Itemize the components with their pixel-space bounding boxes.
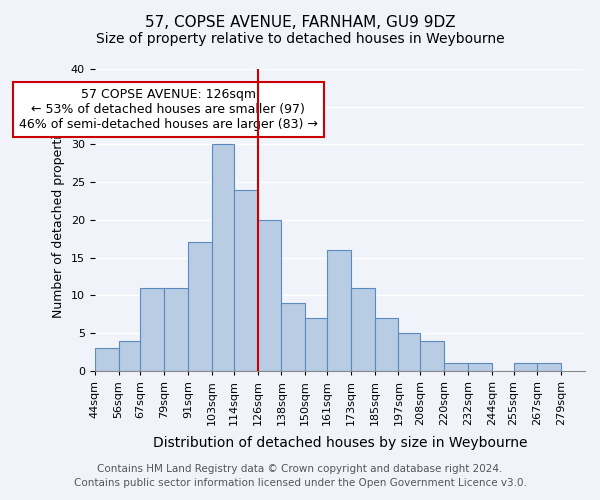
Bar <box>119 340 140 370</box>
Bar <box>95 348 119 370</box>
Bar <box>374 318 398 370</box>
Text: 57, COPSE AVENUE, FARNHAM, GU9 9DZ: 57, COPSE AVENUE, FARNHAM, GU9 9DZ <box>145 15 455 30</box>
Text: 57 COPSE AVENUE: 126sqm
← 53% of detached houses are smaller (97)
46% of semi-de: 57 COPSE AVENUE: 126sqm ← 53% of detache… <box>19 88 317 131</box>
Bar <box>140 288 164 370</box>
Bar <box>164 288 188 370</box>
Bar <box>351 288 374 370</box>
Bar <box>538 363 561 370</box>
Bar <box>257 220 281 370</box>
Bar <box>234 190 257 370</box>
Bar <box>281 303 305 370</box>
X-axis label: Distribution of detached houses by size in Weybourne: Distribution of detached houses by size … <box>152 436 527 450</box>
Bar <box>468 363 492 370</box>
Bar <box>444 363 468 370</box>
Text: Contains HM Land Registry data © Crown copyright and database right 2024.
Contai: Contains HM Land Registry data © Crown c… <box>74 464 526 487</box>
Bar <box>305 318 327 370</box>
Bar <box>514 363 538 370</box>
Y-axis label: Number of detached properties: Number of detached properties <box>52 122 65 318</box>
Text: Size of property relative to detached houses in Weybourne: Size of property relative to detached ho… <box>95 32 505 46</box>
Bar <box>212 144 234 370</box>
Bar <box>420 340 444 370</box>
Bar <box>188 242 212 370</box>
Bar <box>398 333 420 370</box>
Bar <box>327 250 351 370</box>
